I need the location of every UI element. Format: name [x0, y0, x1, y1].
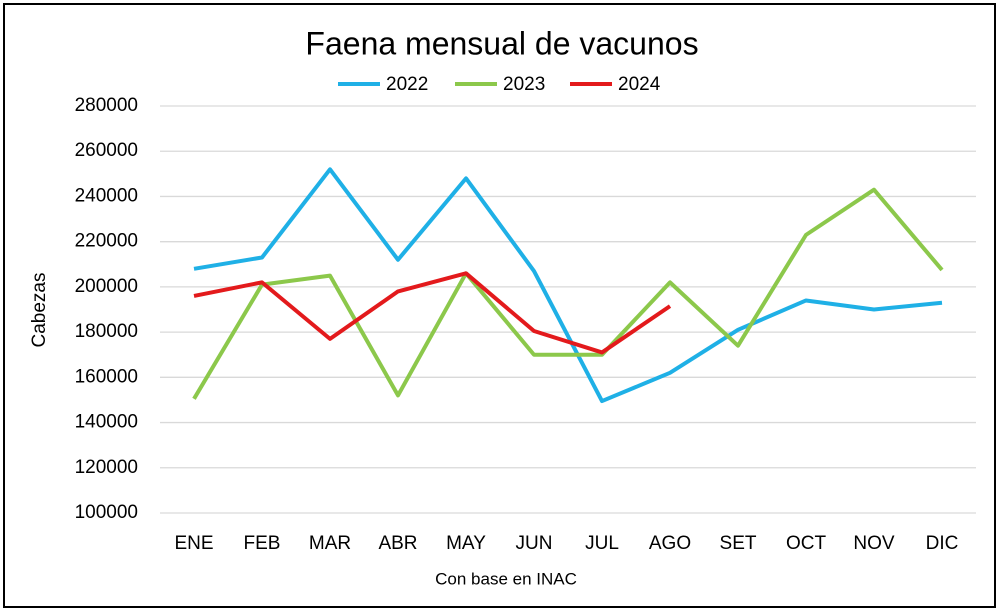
x-tick-label: ENE: [174, 533, 213, 554]
x-tick-label: DIC: [926, 533, 959, 554]
x-tick-label: JUN: [516, 533, 553, 554]
y-axis-label: Cabezas: [29, 273, 50, 348]
legend-label: 2024: [618, 74, 661, 95]
y-tick-label: 200000: [75, 276, 138, 297]
x-tick-label: MAR: [309, 533, 351, 554]
x-tick-label: ABR: [378, 533, 417, 554]
x-tick-label: NOV: [853, 533, 895, 554]
series-line: [192, 187, 944, 400]
legend-label: 2023: [503, 74, 545, 95]
x-tick-label: FEB: [244, 533, 281, 554]
y-tick-label: 180000: [75, 321, 138, 342]
x-tick-label: SET: [720, 533, 757, 554]
y-tick-label: 140000: [75, 412, 138, 433]
y-tick-label: 100000: [75, 502, 138, 523]
x-tick-label: OCT: [786, 533, 827, 554]
y-tick-label: 280000: [75, 95, 138, 116]
chart-title: Faena mensual de vacunos: [305, 25, 698, 61]
legend-label: 2022: [386, 74, 428, 95]
y-tick-label: 260000: [75, 140, 138, 161]
series-line: [193, 271, 672, 355]
y-tick-label: 240000: [75, 185, 138, 206]
x-tick-label: MAY: [446, 533, 486, 554]
y-tick-label: 220000: [75, 231, 138, 252]
series-line: [193, 167, 943, 404]
x-tick-label: JUL: [585, 533, 619, 554]
x-tick-label: AGO: [649, 533, 691, 554]
x-axis-label: Con base en INAC: [435, 569, 577, 588]
y-tick-label: 120000: [75, 457, 138, 478]
y-tick-label: 160000: [75, 366, 138, 387]
